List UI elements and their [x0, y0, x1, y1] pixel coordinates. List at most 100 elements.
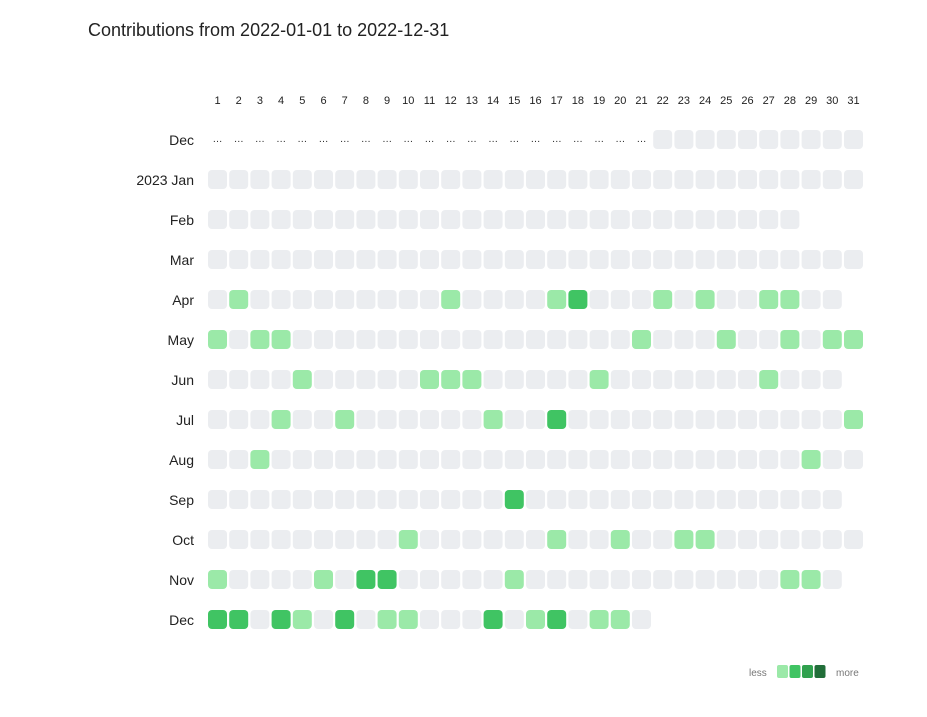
row-label: 2023 Jan: [136, 172, 194, 188]
heatmap-cell: [547, 210, 567, 229]
heatmap-cell: [526, 450, 545, 469]
day-label-2: 2: [236, 95, 242, 107]
heatmap-cell: [229, 290, 249, 309]
heatmap-cell: [610, 250, 630, 269]
heatmap-cell: [377, 210, 397, 229]
heatmap-cell: [759, 210, 779, 229]
heatmap-cell: [759, 570, 779, 589]
day-label-25: 25: [720, 95, 732, 107]
heatmap-cell: [356, 170, 376, 189]
heatmap-cell: [229, 250, 249, 269]
heatmap-cell: [547, 570, 567, 589]
day-label-11: 11: [424, 95, 435, 107]
missing-day-marker: …: [467, 134, 477, 145]
heatmap-cell: [356, 370, 376, 389]
heatmap-cell: [229, 610, 249, 629]
heatmap-cell: [653, 250, 673, 269]
row-label: May: [168, 332, 194, 348]
heatmap-cell: [483, 610, 503, 629]
missing-day-marker: …: [403, 134, 413, 145]
heatmap-cell: [610, 490, 630, 509]
row-label: Jul: [176, 412, 194, 428]
heatmap-cell: [780, 130, 800, 149]
heatmap-cell: [292, 210, 312, 229]
missing-day-marker: …: [509, 134, 519, 145]
heatmap-cell: [738, 370, 757, 389]
heatmap-cells: ………………………………………………………: [208, 130, 863, 629]
heatmap-cell: [822, 530, 842, 549]
heatmap-cell: [356, 250, 376, 269]
heatmap-cell: [716, 290, 736, 309]
heatmap-cell: [632, 250, 651, 269]
heatmap-cell: [738, 250, 757, 269]
day-labels: 1 2 3 4 5 6 7 8 9 10 11 12 13 14 15 16 17 18 19 20 21 22 23 24 2…: [214, 95, 859, 107]
day-label-7: 7: [342, 95, 348, 107]
heatmap-cell: [695, 130, 715, 149]
heatmap-cell: [314, 610, 333, 629]
heatmap-cell: [250, 570, 270, 589]
day-label-18: 18: [572, 95, 584, 107]
heatmap-cell: [483, 170, 503, 189]
row-label: Oct: [172, 532, 194, 548]
heatmap-cell: [759, 530, 779, 549]
heatmap-cell: [822, 170, 842, 189]
heatmap-cell: [738, 490, 757, 509]
heatmap-cell: [716, 330, 736, 349]
heatmap-cell: [504, 530, 524, 549]
heatmap-cell: [335, 290, 355, 309]
heatmap-cell: [801, 290, 821, 309]
heatmap-cell: [462, 370, 482, 389]
heatmap-cell: [208, 410, 227, 429]
heatmap-cell: [462, 170, 482, 189]
heatmap-cell: [589, 290, 609, 309]
heatmap-cell: [844, 450, 863, 469]
heatmap-cell: [526, 330, 545, 349]
heatmap-cell: [674, 170, 694, 189]
heatmap-cell: [229, 530, 249, 549]
heatmap-cell: [377, 330, 397, 349]
heatmap-cell: [250, 290, 270, 309]
heatmap-cell: [292, 410, 312, 429]
heatmap-cell: [674, 370, 694, 389]
heatmap-cell: [483, 370, 503, 389]
heatmap-cell: [653, 450, 673, 469]
day-label-27: 27: [763, 95, 775, 107]
row-label: Jun: [171, 372, 194, 388]
heatmap-cell: [632, 530, 651, 549]
day-label-10: 10: [402, 95, 414, 107]
heatmap-cell: [844, 250, 863, 269]
heatmap-cell: [420, 570, 439, 589]
heatmap-cell: [822, 130, 842, 149]
heatmap-cell: [547, 490, 567, 509]
heatmap-cell: [738, 170, 757, 189]
heatmap-cell: [335, 450, 355, 469]
heatmap-cell: [801, 330, 821, 349]
heatmap-cell: [377, 250, 397, 269]
heatmap-cell: [462, 250, 482, 269]
heatmap-cell: [568, 610, 588, 629]
heatmap-cell: [653, 290, 673, 309]
heatmap-cell: [271, 330, 291, 349]
heatmap-cell: [695, 530, 715, 549]
heatmap-cell: [610, 170, 630, 189]
heatmap-cell: [695, 570, 715, 589]
heatmap-cell: [610, 330, 630, 349]
day-label-29: 29: [805, 95, 817, 107]
heatmap-cell: [526, 530, 545, 549]
heatmap-cell: [398, 370, 418, 389]
heatmap-cell: [759, 290, 779, 309]
heatmap-cell: [292, 530, 312, 549]
heatmap-cell: [462, 490, 482, 509]
heatmap-cell: [441, 330, 461, 349]
heatmap-cell: [653, 210, 673, 229]
heatmap-cell: [716, 530, 736, 549]
heatmap-cell: [526, 410, 545, 429]
heatmap-cell: [610, 450, 630, 469]
heatmap-cell: [483, 450, 503, 469]
missing-day-marker: …: [552, 134, 562, 145]
heatmap-cell: [441, 530, 461, 549]
heatmap-cell: [780, 170, 800, 189]
heatmap-cell: [229, 450, 249, 469]
heatmap-cell: [844, 530, 863, 549]
heatmap-cell: [271, 370, 291, 389]
